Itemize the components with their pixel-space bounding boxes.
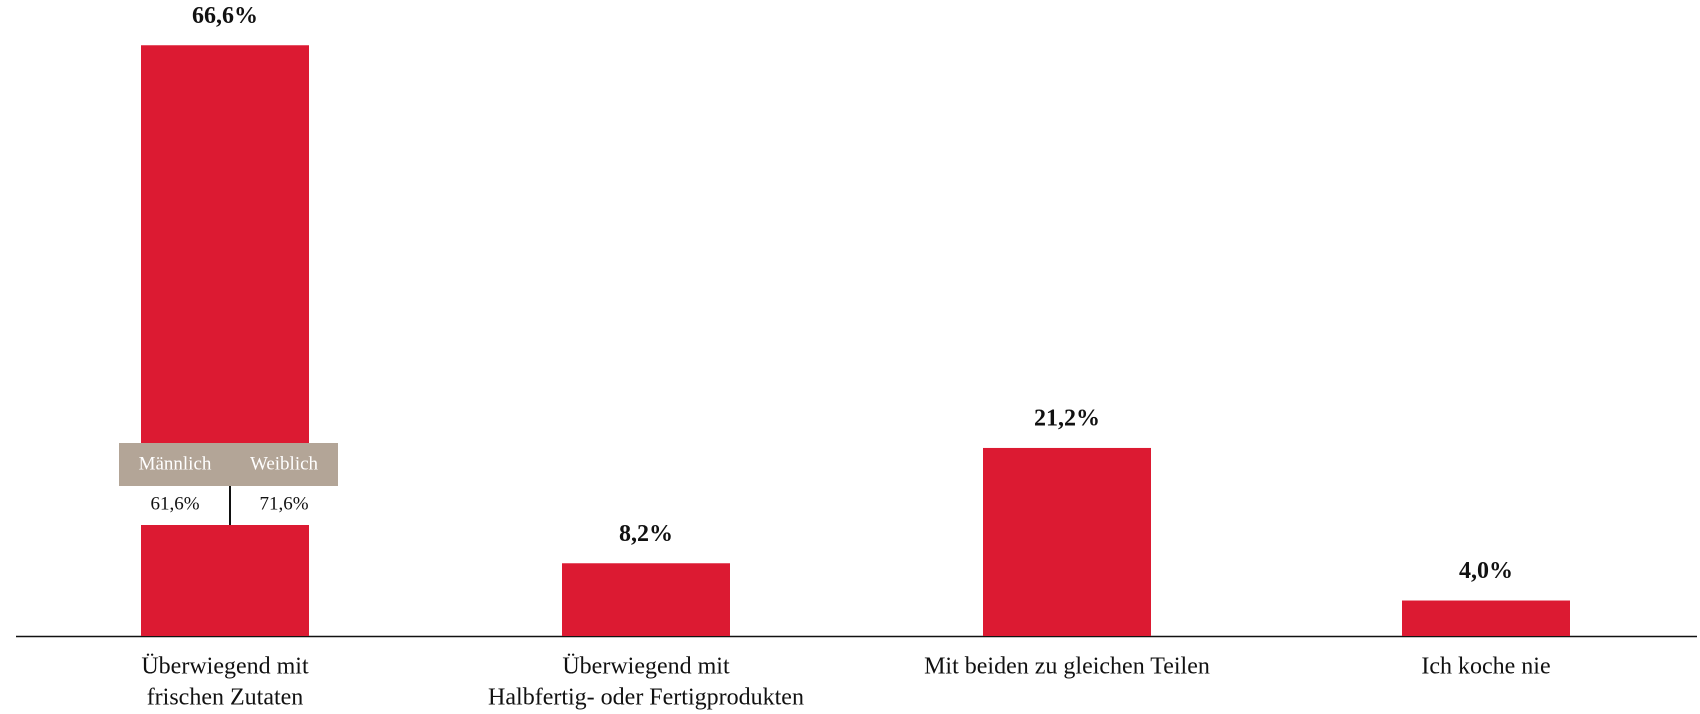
breakdown-header xyxy=(119,443,338,486)
value-label: 21,2% xyxy=(1034,405,1100,431)
bar xyxy=(983,447,1151,636)
breakdown-label: Männlich xyxy=(139,453,212,474)
bar xyxy=(141,45,309,637)
x-tick-label: Überwiegend mit xyxy=(562,654,730,680)
breakdown-value: 61,6% xyxy=(150,493,199,514)
value-label: 4,0% xyxy=(1459,558,1513,584)
value-label: 66,6% xyxy=(192,3,258,29)
breakdown-value: 71,6% xyxy=(259,493,308,514)
x-tick-label: Mit beiden zu gleichen Teilen xyxy=(924,654,1210,680)
bar xyxy=(562,563,730,636)
x-tick-label: Halbfertig- oder Fertigprodukten xyxy=(488,685,804,711)
x-tick-label: Ich koche nie xyxy=(1421,654,1550,680)
breakdown-gap xyxy=(140,486,310,525)
bar xyxy=(1402,600,1570,636)
breakdown-label: Weiblich xyxy=(250,453,319,474)
x-tick-label: frischen Zutaten xyxy=(147,685,304,711)
value-label: 8,2% xyxy=(619,521,673,547)
x-tick-label: Überwiegend mit xyxy=(141,654,309,680)
